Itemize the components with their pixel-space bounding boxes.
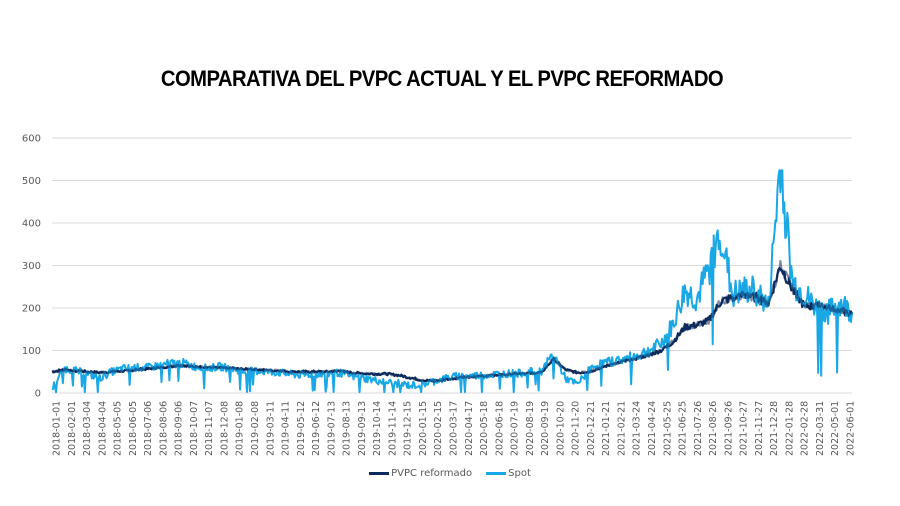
x-tick-label: 2018-11-07 bbox=[204, 401, 215, 456]
x-tick-label: 2018-09-06 bbox=[174, 401, 185, 456]
x-tick-label: 2021-06-25 bbox=[678, 401, 689, 456]
x-tick-label: 2021-11-27 bbox=[754, 401, 765, 456]
x-tick-label: 2020-12-21 bbox=[586, 401, 597, 456]
y-tick-label: 400 bbox=[22, 219, 41, 230]
x-tick-label: 2020-11-20 bbox=[571, 401, 582, 456]
x-tick-label: 2018-12-08 bbox=[219, 401, 230, 456]
y-tick-label: 500 bbox=[22, 176, 41, 187]
x-tick-label: 2020-03-17 bbox=[449, 401, 460, 456]
x-tick-label: 2019-08-13 bbox=[342, 401, 353, 456]
chart-title: COMPARATIVA DEL PVPC ACTUAL Y EL PVPC RE… bbox=[160, 66, 724, 91]
x-tick-label: 2018-05-05 bbox=[113, 401, 124, 456]
legend-item-pvpc-reformado: PVPC reformado bbox=[369, 468, 472, 479]
x-tick-label: 2020-04-17 bbox=[464, 401, 475, 456]
x-tick-label: 2018-07-06 bbox=[143, 401, 154, 456]
x-tick-label: 2020-02-15 bbox=[433, 401, 444, 456]
x-tick-label: 2019-05-12 bbox=[296, 401, 307, 456]
x-tick-label: 2021-01-21 bbox=[601, 401, 612, 456]
legend: PVPC reformado Spot bbox=[0, 468, 900, 479]
x-tick-label: 2021-04-24 bbox=[647, 401, 658, 456]
x-tick-label: 2021-07-26 bbox=[693, 401, 704, 456]
x-tick-label: 2021-03-24 bbox=[632, 401, 643, 456]
x-tick-label: 2019-07-13 bbox=[326, 401, 337, 456]
x-tick-label: 2019-06-12 bbox=[311, 401, 322, 456]
series-lines bbox=[51, 169, 854, 394]
x-tick-label: 2019-01-08 bbox=[235, 401, 246, 456]
x-tick-label: 2020-05-18 bbox=[479, 401, 490, 456]
x-tick-label: 2021-10-27 bbox=[739, 401, 750, 456]
legend-swatch-spot bbox=[486, 472, 507, 475]
x-tick-label: 2021-12-28 bbox=[769, 401, 780, 456]
x-tick-label: 2019-09-13 bbox=[357, 401, 368, 456]
x-tick-label: 2022-01-28 bbox=[784, 401, 795, 456]
x-tick-label: 2020-07-19 bbox=[510, 401, 521, 456]
x-tick-label: 2019-04-11 bbox=[281, 401, 292, 456]
y-tick-label: 0 bbox=[35, 389, 41, 400]
x-tick-label: 2021-09-26 bbox=[723, 401, 734, 456]
x-tick-label: 2019-10-14 bbox=[372, 401, 383, 456]
x-tick-label: 2021-02-21 bbox=[616, 401, 627, 456]
x-tick-label: 2018-01-01 bbox=[52, 401, 63, 456]
legend-swatch-pvpc-reformado bbox=[369, 472, 390, 475]
x-tick-label: 2021-05-25 bbox=[662, 401, 673, 456]
y-tick-label: 600 bbox=[22, 134, 41, 145]
x-tick-label: 2019-11-14 bbox=[387, 401, 398, 456]
x-tick-label: 2020-09-19 bbox=[540, 401, 551, 456]
x-tick-label: 2020-01-15 bbox=[418, 401, 429, 456]
x-tick-label: 2022-06-01 bbox=[846, 401, 857, 456]
x-tick-label: 2019-03-11 bbox=[265, 401, 276, 456]
x-tick-label: 2018-08-06 bbox=[158, 401, 169, 456]
x-axis: 2018-01-01 2018-02-01 2018-03-04 2018-04-04… bbox=[52, 401, 857, 456]
x-tick-label: 2020-06-18 bbox=[494, 401, 505, 456]
x-tick-label: 2018-03-04 bbox=[82, 401, 93, 456]
x-tick-label: 2018-06-05 bbox=[128, 401, 139, 456]
y-axis: 0 100 200 300 400 500 600 bbox=[22, 134, 41, 400]
x-tick-label: 2022-03-31 bbox=[815, 401, 826, 456]
gridlines bbox=[52, 137, 852, 394]
series-line-pvpc-reformado bbox=[51, 260, 854, 384]
y-tick-label: 100 bbox=[22, 346, 41, 357]
x-tick-label: 2018-10-07 bbox=[189, 401, 200, 456]
x-tick-label: 2020-08-19 bbox=[525, 401, 536, 456]
x-tick-label: 2022-02-28 bbox=[800, 401, 811, 456]
x-tick-label: 2019-12-15 bbox=[403, 401, 414, 456]
x-tick-label: 2018-04-04 bbox=[97, 401, 108, 456]
legend-label: PVPC reformado bbox=[391, 468, 473, 479]
x-tick-label: 2021-08-26 bbox=[708, 401, 719, 456]
legend-label: Spot bbox=[508, 468, 531, 479]
y-tick-label: 200 bbox=[22, 304, 41, 315]
y-tick-label: 300 bbox=[22, 261, 41, 272]
x-tick-label: 2020-10-20 bbox=[555, 401, 566, 456]
x-tick-label: 2018-02-01 bbox=[67, 401, 78, 456]
x-tick-label: 2022-05-01 bbox=[830, 401, 841, 456]
x-tick-label: 2019-02-08 bbox=[250, 401, 261, 456]
series-line-spot bbox=[52, 169, 853, 394]
legend-item-spot: Spot bbox=[486, 468, 531, 479]
